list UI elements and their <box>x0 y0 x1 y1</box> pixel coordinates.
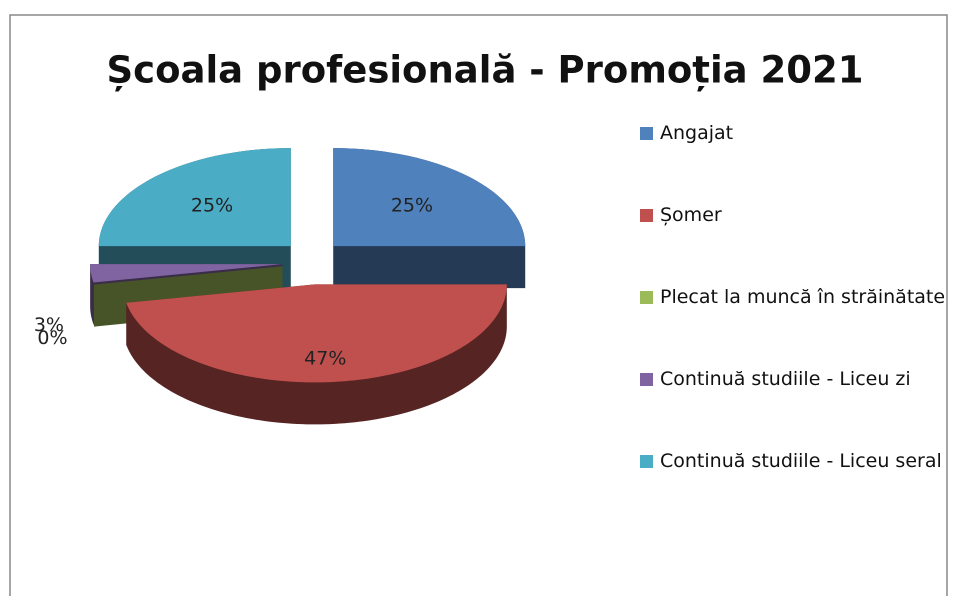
legend: Angajat Șomer Plecat la muncă în străinăta… <box>640 118 950 528</box>
slice-top <box>98 148 291 247</box>
data-label: 0% <box>37 327 67 349</box>
slice-top <box>90 264 283 283</box>
data-label: 25% <box>191 194 233 216</box>
legend-swatch <box>640 455 653 468</box>
legend-item: Continuă studiile - Liceu zi <box>640 364 950 446</box>
legend-swatch <box>640 373 653 386</box>
pie-slice <box>126 284 507 425</box>
data-label: 25% <box>391 194 433 216</box>
pie-slice <box>98 148 291 289</box>
legend-label: Angajat <box>660 122 734 144</box>
slice-top <box>126 284 507 383</box>
pie-slice <box>333 148 526 289</box>
slice-top <box>333 148 526 247</box>
legend-item: Plecat la muncă în străinătate <box>640 282 950 364</box>
legend-item: Continuă studiile - Liceu seral <box>640 446 950 528</box>
legend-label: Șomer <box>660 204 722 226</box>
legend-swatch <box>640 209 653 222</box>
legend-label: Continuă studiile - Liceu seral <box>660 450 942 472</box>
legend-item: Angajat <box>640 118 950 200</box>
legend-swatch <box>640 127 653 140</box>
data-label: 47% <box>304 347 346 369</box>
legend-label: Continuă studiile - Liceu zi <box>660 368 911 390</box>
legend-item: Șomer <box>640 200 950 282</box>
data-label: 3% <box>34 314 64 336</box>
legend-label: Plecat la muncă în străinătate <box>660 286 946 308</box>
legend-swatch <box>640 291 653 304</box>
chart-title: Școala profesională - Promoția 2021 <box>106 49 863 92</box>
slice-top <box>93 266 283 285</box>
